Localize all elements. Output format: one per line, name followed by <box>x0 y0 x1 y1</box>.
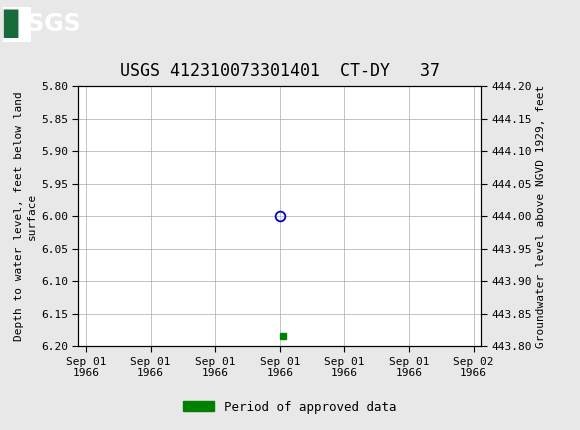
FancyBboxPatch shape <box>3 7 31 42</box>
Text: █: █ <box>3 9 17 38</box>
Text: USGS: USGS <box>9 12 81 36</box>
Title: USGS 412310073301401  CT-DY   37: USGS 412310073301401 CT-DY 37 <box>120 62 440 80</box>
Y-axis label: Depth to water level, feet below land
surface: Depth to water level, feet below land su… <box>13 91 37 341</box>
Y-axis label: Groundwater level above NGVD 1929, feet: Groundwater level above NGVD 1929, feet <box>536 84 546 348</box>
Legend: Period of approved data: Period of approved data <box>178 396 402 418</box>
